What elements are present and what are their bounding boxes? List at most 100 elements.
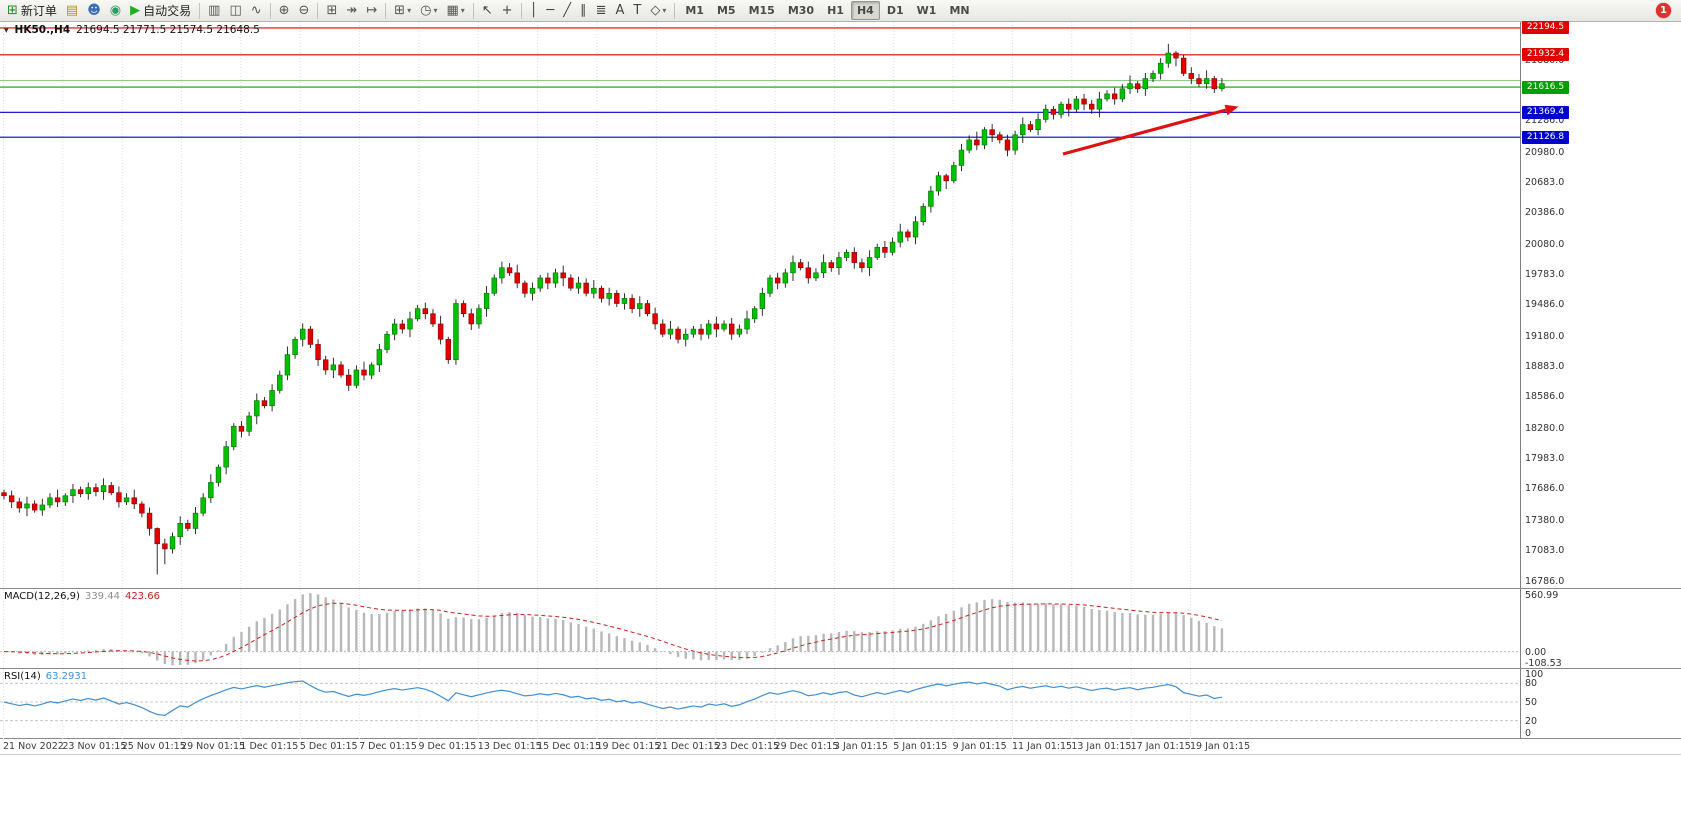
trendline-icon: ╱: [563, 3, 572, 18]
new-order-button[interactable]: ⊞ 新订单: [3, 1, 61, 20]
chart-shift-button[interactable]: ↦: [362, 1, 381, 20]
toolbar-separator: [385, 2, 387, 19]
toolbar-separator: [199, 2, 201, 19]
candlestick-chart-button[interactable]: ◫: [225, 1, 245, 20]
text-label-button[interactable]: T: [629, 1, 645, 20]
date-label: 15 Dec 01:15: [537, 741, 602, 752]
new-order-button-label: 新订单: [20, 4, 57, 18]
price-tick-label: 17380.0: [1525, 514, 1565, 526]
grid-lines: [3, 22, 1191, 589]
new-chart-button[interactable]: ⊞ ▾: [390, 1, 415, 20]
price-level-badge: 21616.5: [1522, 80, 1569, 94]
person-icon: ☻: [87, 3, 101, 18]
price-tick-label: 16786.0: [1525, 575, 1565, 587]
macd-signal-value: 423.66: [124, 591, 160, 602]
notification-badge[interactable]: 1: [1656, 3, 1671, 18]
price-tick-label: 19180.0: [1525, 330, 1565, 342]
vertical-line-button[interactable]: │: [526, 1, 542, 20]
timeframe-m30-button[interactable]: M30: [787, 4, 815, 17]
price-chart-plot[interactable]: [0, 22, 1520, 589]
date-label: 25 Nov 01:15: [121, 741, 186, 752]
cursor-arrow-icon: ↖: [481, 3, 493, 18]
clock-icon: ◷: [420, 3, 432, 18]
price-level-badge: 21126.8: [1522, 130, 1569, 144]
macd-plot[interactable]: [0, 589, 1520, 669]
macd-zero-label: 0.00: [1525, 646, 1547, 658]
horizontal-line-button[interactable]: ─: [542, 1, 558, 20]
timeframe-m1-button[interactable]: M1: [685, 4, 704, 17]
timeframe-m5-button[interactable]: M5: [716, 4, 736, 17]
date-label: 13 Dec 01:15: [477, 741, 542, 752]
market-watch-button[interactable]: ☻: [83, 1, 105, 20]
trendline-button[interactable]: ╱: [559, 1, 575, 20]
bar-chart-button[interactable]: ▥: [204, 1, 224, 20]
autotrading-button-label: 自动交易: [143, 4, 192, 18]
shapes-button[interactable]: ◇ ▾: [646, 1, 670, 20]
price-tick-label: 21286.0: [1525, 115, 1565, 127]
zoom-in-button[interactable]: ⊕: [275, 1, 294, 20]
rsi-tick-label: 80: [1525, 678, 1538, 690]
timeframe-h4-button[interactable]: H4: [850, 1, 880, 20]
rsi-plot[interactable]: [0, 669, 1520, 739]
dropdown-arrow-icon[interactable]: ▾: [433, 6, 438, 15]
bottom-filler: [0, 755, 1681, 813]
toolbar: ⊞ 新订单 ▤ ☻ ◉ ▶ 自动交易 ▥ ◫ ∿ ⊕ ⊖ ⊞ ↠ ↦ ⊞ ▾ ◷ ▾ ▦ ▾ ↖ + │ ─ ╱ ∥ ≣ A T ◇ ▾ M1 M…: [0, 0, 1681, 22]
price-tick-label: 20980.0: [1525, 146, 1565, 158]
dropdown-arrow-icon[interactable]: ▾: [662, 6, 667, 15]
timeframe-mn-button[interactable]: MN: [949, 4, 970, 17]
one-click-trading-toggle[interactable]: ▾: [4, 26, 9, 36]
candles: [1, 43, 1225, 575]
autotrading-play-icon: ▶: [130, 3, 141, 18]
channel-icon: ∥: [580, 3, 587, 18]
rsi-line: [3, 680, 1223, 716]
dropdown-arrow-icon[interactable]: ▾: [407, 6, 412, 15]
rsi-title: RSI(14) 63.2931: [4, 671, 87, 682]
price-tick-label: 17083.0: [1525, 545, 1565, 557]
price-level-badge: 21369.4: [1522, 105, 1569, 119]
date-label: 11 Jan 01:15: [1011, 741, 1073, 752]
cursor-button[interactable]: ↖: [478, 1, 497, 20]
price-axis[interactable]: 21880.021286.020980.020683.020386.020080…: [1520, 21, 1681, 588]
history-center-button[interactable]: ▤: [62, 1, 82, 20]
chart-title: ▾ HK50.,H4 21694.5 21771.5 21574.5 21648…: [4, 24, 260, 36]
rsi-value: 63.2931: [45, 671, 88, 682]
zoom-out-button[interactable]: ⊖: [295, 1, 314, 20]
time-axis[interactable]: 21 Nov 2022 23 Nov 01:15 25 Nov 01:15 29 No…: [0, 739, 1681, 755]
timeframe-h1-button[interactable]: H1: [827, 4, 844, 17]
line-chart-button[interactable]: ∿: [247, 1, 266, 20]
new-order-icon: ⊞: [7, 3, 18, 18]
price-tick-label: 17983.0: [1525, 453, 1565, 465]
auto-scroll-icon: ↠: [346, 3, 358, 18]
templates-button[interactable]: ▦ ▾: [442, 1, 468, 20]
tile-windows-button[interactable]: ⊞: [322, 1, 341, 20]
macd-title: MACD(12,26,9) 339.44 423.66: [4, 591, 160, 602]
text-icon: A: [615, 3, 625, 18]
text-button[interactable]: A: [611, 1, 628, 20]
shapes-icon: ◇: [650, 3, 661, 18]
timeframe-w1-button[interactable]: W1: [916, 4, 937, 17]
toolbar-separator: [317, 2, 319, 19]
fibonacci-button[interactable]: ≣: [592, 1, 611, 20]
rsi-axis[interactable]: 100 80 50 20 0: [1520, 669, 1681, 739]
equidistant-channel-button[interactable]: ∥: [576, 1, 591, 20]
timeframe-d1-button[interactable]: D1: [886, 4, 904, 17]
autotrading-button[interactable]: ▶ 自动交易: [126, 1, 195, 20]
macd-min-label: -108.53: [1525, 658, 1562, 669]
dropdown-arrow-icon[interactable]: ▾: [460, 6, 465, 15]
price-tick-label: 18280.0: [1525, 422, 1565, 434]
trend-arrow-annotation[interactable]: [1062, 104, 1239, 156]
horizontal-level-lines[interactable]: [0, 27, 1520, 138]
chart-area: ▾ HK50.,H4 21694.5 21771.5 21574.5 21648…: [0, 21, 1681, 813]
bar-chart-icon: ▥: [208, 3, 221, 18]
vertical-line-icon: │: [529, 3, 538, 18]
timeframe-m15-button[interactable]: M15: [748, 4, 775, 17]
crosshair-button[interactable]: +: [498, 1, 517, 20]
price-tick-label: 20683.0: [1525, 177, 1565, 189]
profiles-button[interactable]: ◷ ▾: [416, 1, 441, 20]
web-community-button[interactable]: ◉: [106, 1, 125, 20]
price-tick-label: 20386.0: [1525, 207, 1565, 219]
rsi-panel: RSI(14) 63.2931 100 80 50 20 0: [0, 669, 1681, 739]
macd-axis[interactable]: 560.99 0.00 -108.53: [1520, 589, 1681, 669]
auto-scroll-button[interactable]: ↠: [342, 1, 361, 20]
new-chart-icon: ⊞: [394, 3, 406, 18]
